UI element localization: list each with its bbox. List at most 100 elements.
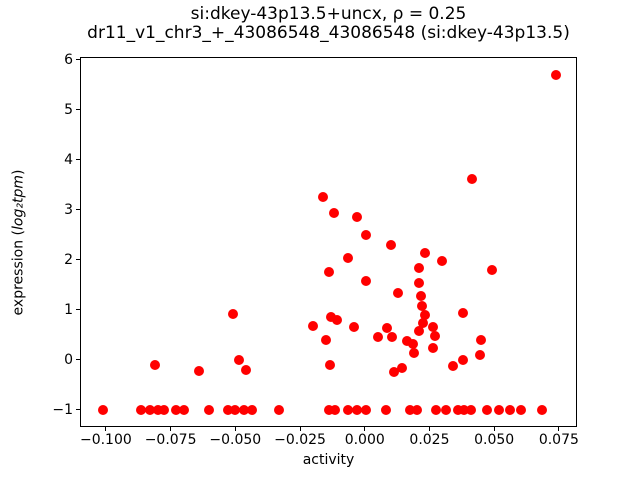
- data-point: [413, 278, 424, 289]
- data-point: [537, 404, 548, 415]
- x-tick-label: −0.025: [274, 432, 326, 448]
- data-point: [397, 363, 408, 374]
- x-tick-mark: [105, 427, 107, 431]
- data-point: [351, 404, 362, 415]
- data-point: [159, 404, 170, 415]
- data-point: [351, 212, 362, 223]
- y-tick-mark: [76, 309, 80, 311]
- y-tick-mark: [76, 159, 80, 161]
- data-point: [307, 320, 318, 331]
- data-point: [329, 208, 340, 219]
- x-tick-mark: [299, 427, 301, 431]
- chart-title-line1: si:dkey-43p13.5+uncx, ρ = 0.25: [190, 4, 467, 24]
- y-tick-mark: [76, 109, 80, 111]
- data-point: [408, 348, 419, 359]
- data-point: [98, 404, 109, 415]
- data-point: [431, 404, 442, 415]
- plot-area: [80, 57, 577, 427]
- x-tick-mark: [493, 427, 495, 431]
- data-point: [416, 291, 427, 302]
- x-tick-mark: [558, 427, 560, 431]
- data-point: [320, 334, 331, 345]
- data-point: [361, 404, 372, 415]
- chart-title-line2: dr11_v1_chr3_+_43086548_43086548 (si:dke…: [87, 23, 570, 43]
- y-tick-label: 3: [64, 201, 73, 218]
- x-tick-mark: [364, 427, 366, 431]
- data-point: [324, 359, 335, 370]
- data-point: [388, 367, 399, 378]
- data-point: [419, 248, 430, 259]
- data-point: [474, 349, 485, 360]
- data-point: [416, 301, 427, 312]
- y-tick-mark: [76, 259, 80, 261]
- y-tick-mark: [76, 409, 80, 411]
- data-point: [459, 404, 470, 415]
- data-point: [227, 308, 238, 319]
- x-tick-label: 0.025: [409, 432, 450, 448]
- x-tick-label: 0.050: [474, 432, 515, 448]
- y-tick-label: −1: [52, 401, 73, 418]
- data-point: [420, 309, 431, 320]
- data-point: [233, 354, 244, 365]
- chart-title: si:dkey-43p13.5+uncx, ρ = 0.25 dr11_v1_c…: [80, 5, 577, 43]
- data-point: [393, 288, 404, 299]
- data-point: [452, 404, 463, 415]
- data-point: [230, 404, 241, 415]
- data-point: [332, 314, 343, 325]
- x-tick-mark: [170, 427, 172, 431]
- data-point: [323, 267, 334, 278]
- data-point: [329, 404, 340, 415]
- data-point: [194, 365, 205, 376]
- y-tick-label: 5: [64, 101, 73, 118]
- y-axis-label-math: log₂tpm: [10, 175, 27, 230]
- data-point: [179, 404, 190, 415]
- y-axis-label: expression (log₂tpm): [11, 167, 28, 319]
- x-tick-label: −0.050: [209, 432, 262, 448]
- y-tick-label: 4: [64, 151, 73, 168]
- x-tick-label: −0.100: [79, 432, 132, 448]
- data-point: [323, 404, 334, 415]
- data-point: [404, 404, 415, 415]
- x-tick-label: −0.075: [144, 432, 197, 448]
- data-point: [386, 332, 397, 343]
- data-point: [381, 404, 392, 415]
- data-point: [342, 253, 353, 264]
- data-point: [494, 404, 505, 415]
- data-point: [222, 404, 233, 415]
- data-point: [447, 361, 458, 372]
- data-point: [417, 317, 428, 328]
- data-point: [317, 192, 328, 203]
- data-point: [458, 354, 469, 365]
- data-point: [239, 404, 250, 415]
- y-axis-label-suffix: ): [10, 169, 27, 176]
- x-tick-mark: [234, 427, 236, 431]
- data-point: [429, 331, 440, 342]
- x-tick-mark: [428, 427, 430, 431]
- data-point: [135, 404, 146, 415]
- x-tick-label: 0.075: [538, 432, 579, 448]
- data-point: [402, 335, 413, 346]
- data-point: [481, 404, 492, 415]
- data-point: [440, 404, 451, 415]
- data-point: [150, 359, 161, 370]
- data-point: [413, 263, 424, 274]
- data-point: [171, 404, 182, 415]
- y-axis-label-prefix: expression (: [10, 230, 27, 316]
- y-tick-label: 0: [64, 351, 73, 368]
- data-point: [458, 307, 469, 318]
- data-point: [467, 173, 478, 184]
- data-point: [551, 69, 562, 80]
- x-tick-label: 0.000: [344, 432, 385, 448]
- data-point: [325, 312, 336, 323]
- data-point: [504, 404, 515, 415]
- data-point: [385, 239, 396, 250]
- data-point: [372, 331, 383, 342]
- data-point: [408, 339, 419, 350]
- data-point: [486, 265, 497, 276]
- data-point: [144, 404, 155, 415]
- y-tick-mark: [76, 359, 80, 361]
- data-point: [247, 404, 258, 415]
- data-point: [411, 404, 422, 415]
- data-point: [349, 322, 360, 333]
